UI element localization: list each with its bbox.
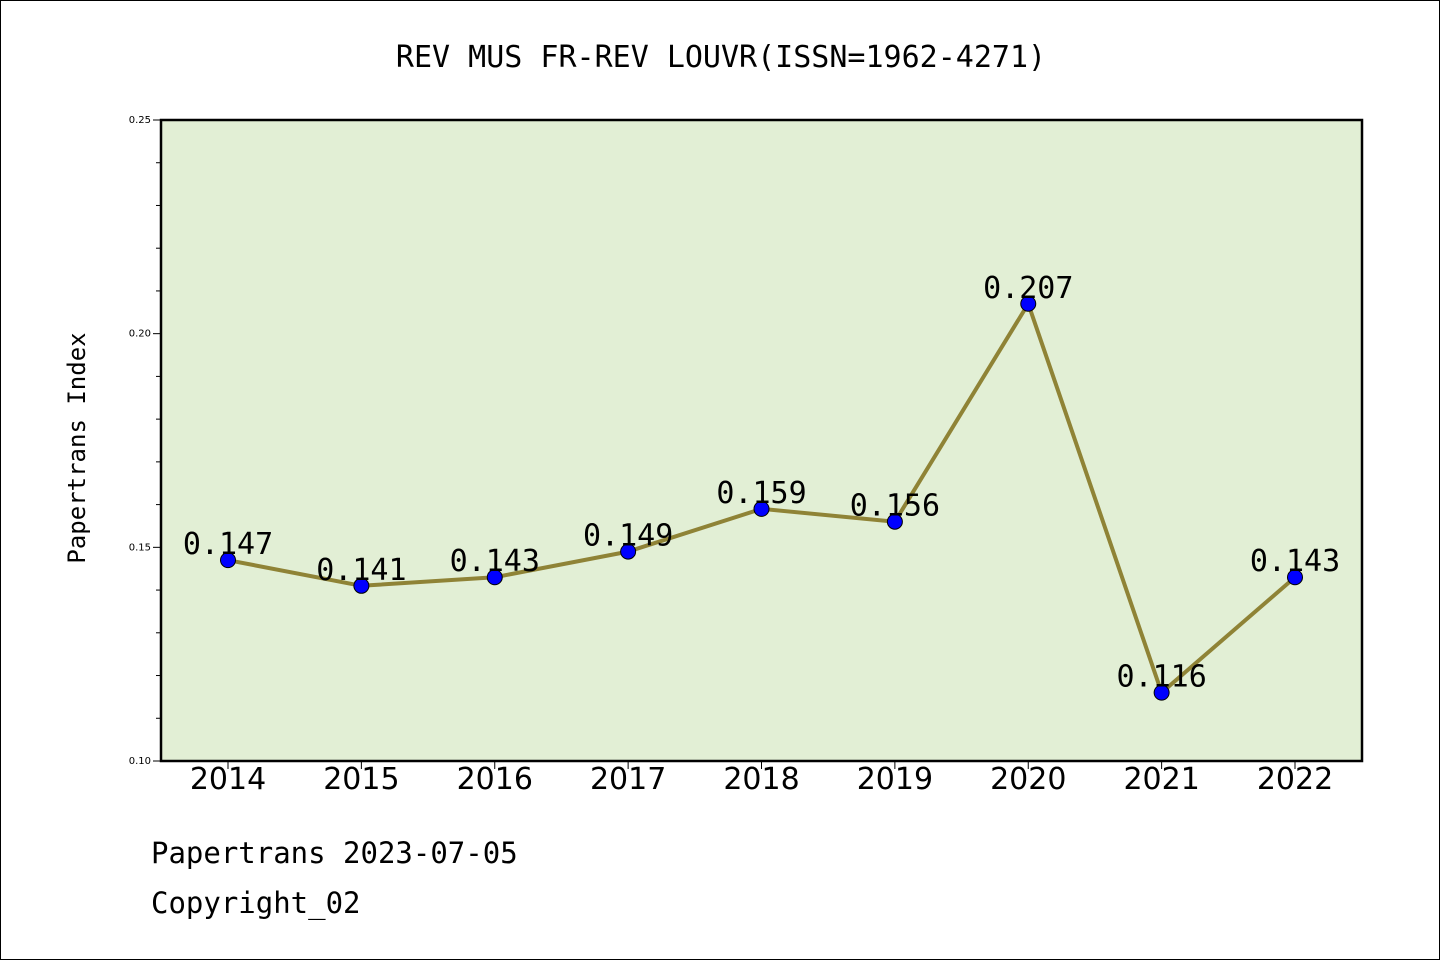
footer-copyright: Copyright_02 <box>151 886 361 920</box>
data-label: 0.143 <box>450 544 540 579</box>
data-label: 0.149 <box>583 519 673 554</box>
data-label: 0.141 <box>316 553 406 588</box>
data-point <box>1153 684 1170 701</box>
x-tick-label: 2021 <box>1123 762 1199 797</box>
data-point <box>620 543 637 560</box>
data-point <box>486 569 503 586</box>
y-tick-label: 0.20 <box>129 329 151 340</box>
data-point <box>886 513 903 530</box>
x-tick-label: 2016 <box>457 762 533 797</box>
data-point <box>220 552 236 569</box>
y-axis: 0.10 0.15 0.20 0.25 <box>129 115 161 767</box>
chart-title: REV MUS FR-REV LOUVR(ISSN=1962-4271) <box>396 40 1046 75</box>
data-point <box>353 577 370 594</box>
y-axis-label: Papertrans Index <box>63 332 91 563</box>
x-tick-label: 2015 <box>323 762 399 797</box>
footer-source: Papertrans 2023-07-05 <box>151 836 518 870</box>
data-label: 0.159 <box>716 476 806 511</box>
data-point <box>753 500 770 517</box>
x-tick-label: 2020 <box>990 762 1066 797</box>
x-axis: 2014 2015 2016 2017 2018 2019 2020 2021 2022 <box>190 761 1333 797</box>
x-tick-label: 2019 <box>857 762 933 797</box>
data-label: 0.147 <box>183 527 273 562</box>
data-point <box>1287 569 1303 586</box>
x-tick-label: 2017 <box>590 762 666 797</box>
data-label: 0.116 <box>1116 660 1206 695</box>
data-label: 0.143 <box>1250 544 1340 579</box>
x-tick-label: 2018 <box>723 762 799 797</box>
data-label: 0.156 <box>850 489 940 524</box>
data-label: 0.207 <box>983 271 1073 306</box>
x-tick-label: 2022 <box>1257 762 1333 797</box>
plot-area <box>159 118 1364 763</box>
y-tick-label: 0.15 <box>129 542 151 553</box>
series-group: 0.147 0.141 0.143 0.149 0.159 0.156 0.207 0.116… <box>183 271 1340 701</box>
y-tick-label: 0.25 <box>129 115 151 126</box>
data-point <box>1020 295 1037 312</box>
x-tick-label: 2014 <box>190 762 266 797</box>
y-tick-label: 0.10 <box>129 756 151 767</box>
